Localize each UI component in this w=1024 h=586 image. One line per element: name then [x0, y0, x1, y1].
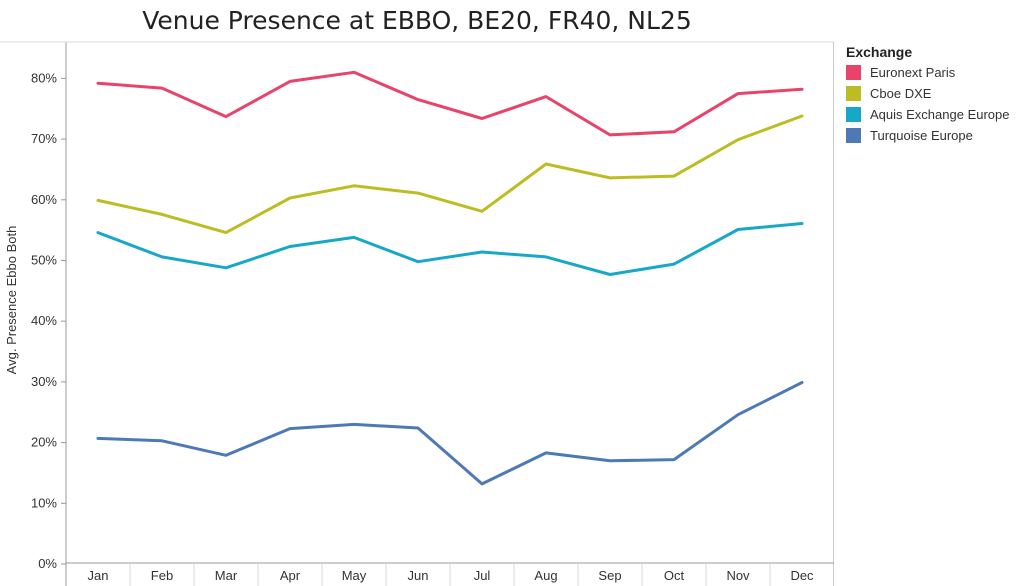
y-tick-label: 40% [31, 313, 57, 328]
x-tick-label: Jan [88, 568, 109, 583]
x-tick-label: Mar [215, 568, 238, 583]
x-tick-label: Aug [534, 568, 557, 583]
legend-swatch [846, 128, 861, 143]
x-tick-label: Apr [280, 568, 301, 583]
legend-swatch [846, 65, 861, 80]
x-axis: Jan Feb Mar Apr May Jun Jul Aug Sep Oct Nov Dec [88, 563, 814, 586]
line-chart: 0% 10% 20% 30% 40% 50% 60% 70% 80% Jan Feb Mar Apr M… [0, 41, 834, 586]
x-tick-label: Oct [664, 568, 685, 583]
x-tick-label: Sep [598, 568, 621, 583]
series-line-cboe-dxe[interactable] [96, 114, 804, 235]
y-tick-label: 70% [31, 131, 57, 146]
x-tick-label: Jul [474, 568, 491, 583]
y-tick-label: 60% [31, 192, 57, 207]
legend-swatch [846, 107, 861, 122]
legend-label: Aquis Exchange Europe [870, 107, 1010, 122]
series-line-turquoise-europe[interactable] [96, 381, 804, 486]
legend-items: Euronext Paris Cboe DXE Aquis Exchange Eur… [846, 62, 1024, 146]
legend-label: Cboe DXE [870, 86, 932, 101]
y-tick-label: 30% [31, 374, 57, 389]
legend-item-euronext-paris[interactable]: Euronext Paris [846, 62, 1024, 83]
legend-label: Euronext Paris [870, 65, 956, 80]
y-axis-title: Avg. Presence Ebbo Both [4, 226, 19, 375]
legend-item-aquis-exchange-europe[interactable]: Aquis Exchange Europe [846, 104, 1024, 125]
y-tick-label: 10% [31, 495, 57, 510]
y-axis: 0% 10% 20% 30% 40% 50% 60% 70% 80% [31, 70, 66, 571]
legend-swatch [846, 86, 861, 101]
legend-title: Exchange [846, 44, 913, 60]
y-tick-label: 80% [31, 70, 57, 85]
legend-label: Turquoise Europe [870, 128, 973, 143]
x-tick-label: Dec [790, 568, 814, 583]
x-tick-label: Jun [408, 568, 429, 583]
y-tick-label: 50% [31, 253, 57, 268]
plot-frame [0, 41, 834, 586]
x-tick-label: May [342, 568, 367, 583]
y-tick-label: 20% [31, 435, 57, 450]
series-lines [96, 70, 804, 486]
legend: Exchange Euronext Paris Cboe DXE Aquis Exc… [846, 44, 1024, 146]
x-tick-label: Feb [151, 568, 173, 583]
series-line-aquis-exchange-europe[interactable] [96, 222, 804, 276]
legend-item-turquoise-europe[interactable]: Turquoise Europe [846, 125, 1024, 146]
x-tick-label: Nov [726, 568, 750, 583]
chart-title: Venue Presence at EBBO, BE20, FR40, NL25 [142, 6, 692, 35]
series-line-euronext-paris[interactable] [96, 70, 804, 137]
y-tick-label: 0% [38, 556, 57, 571]
legend-item-cboe-dxe[interactable]: Cboe DXE [846, 83, 1024, 104]
